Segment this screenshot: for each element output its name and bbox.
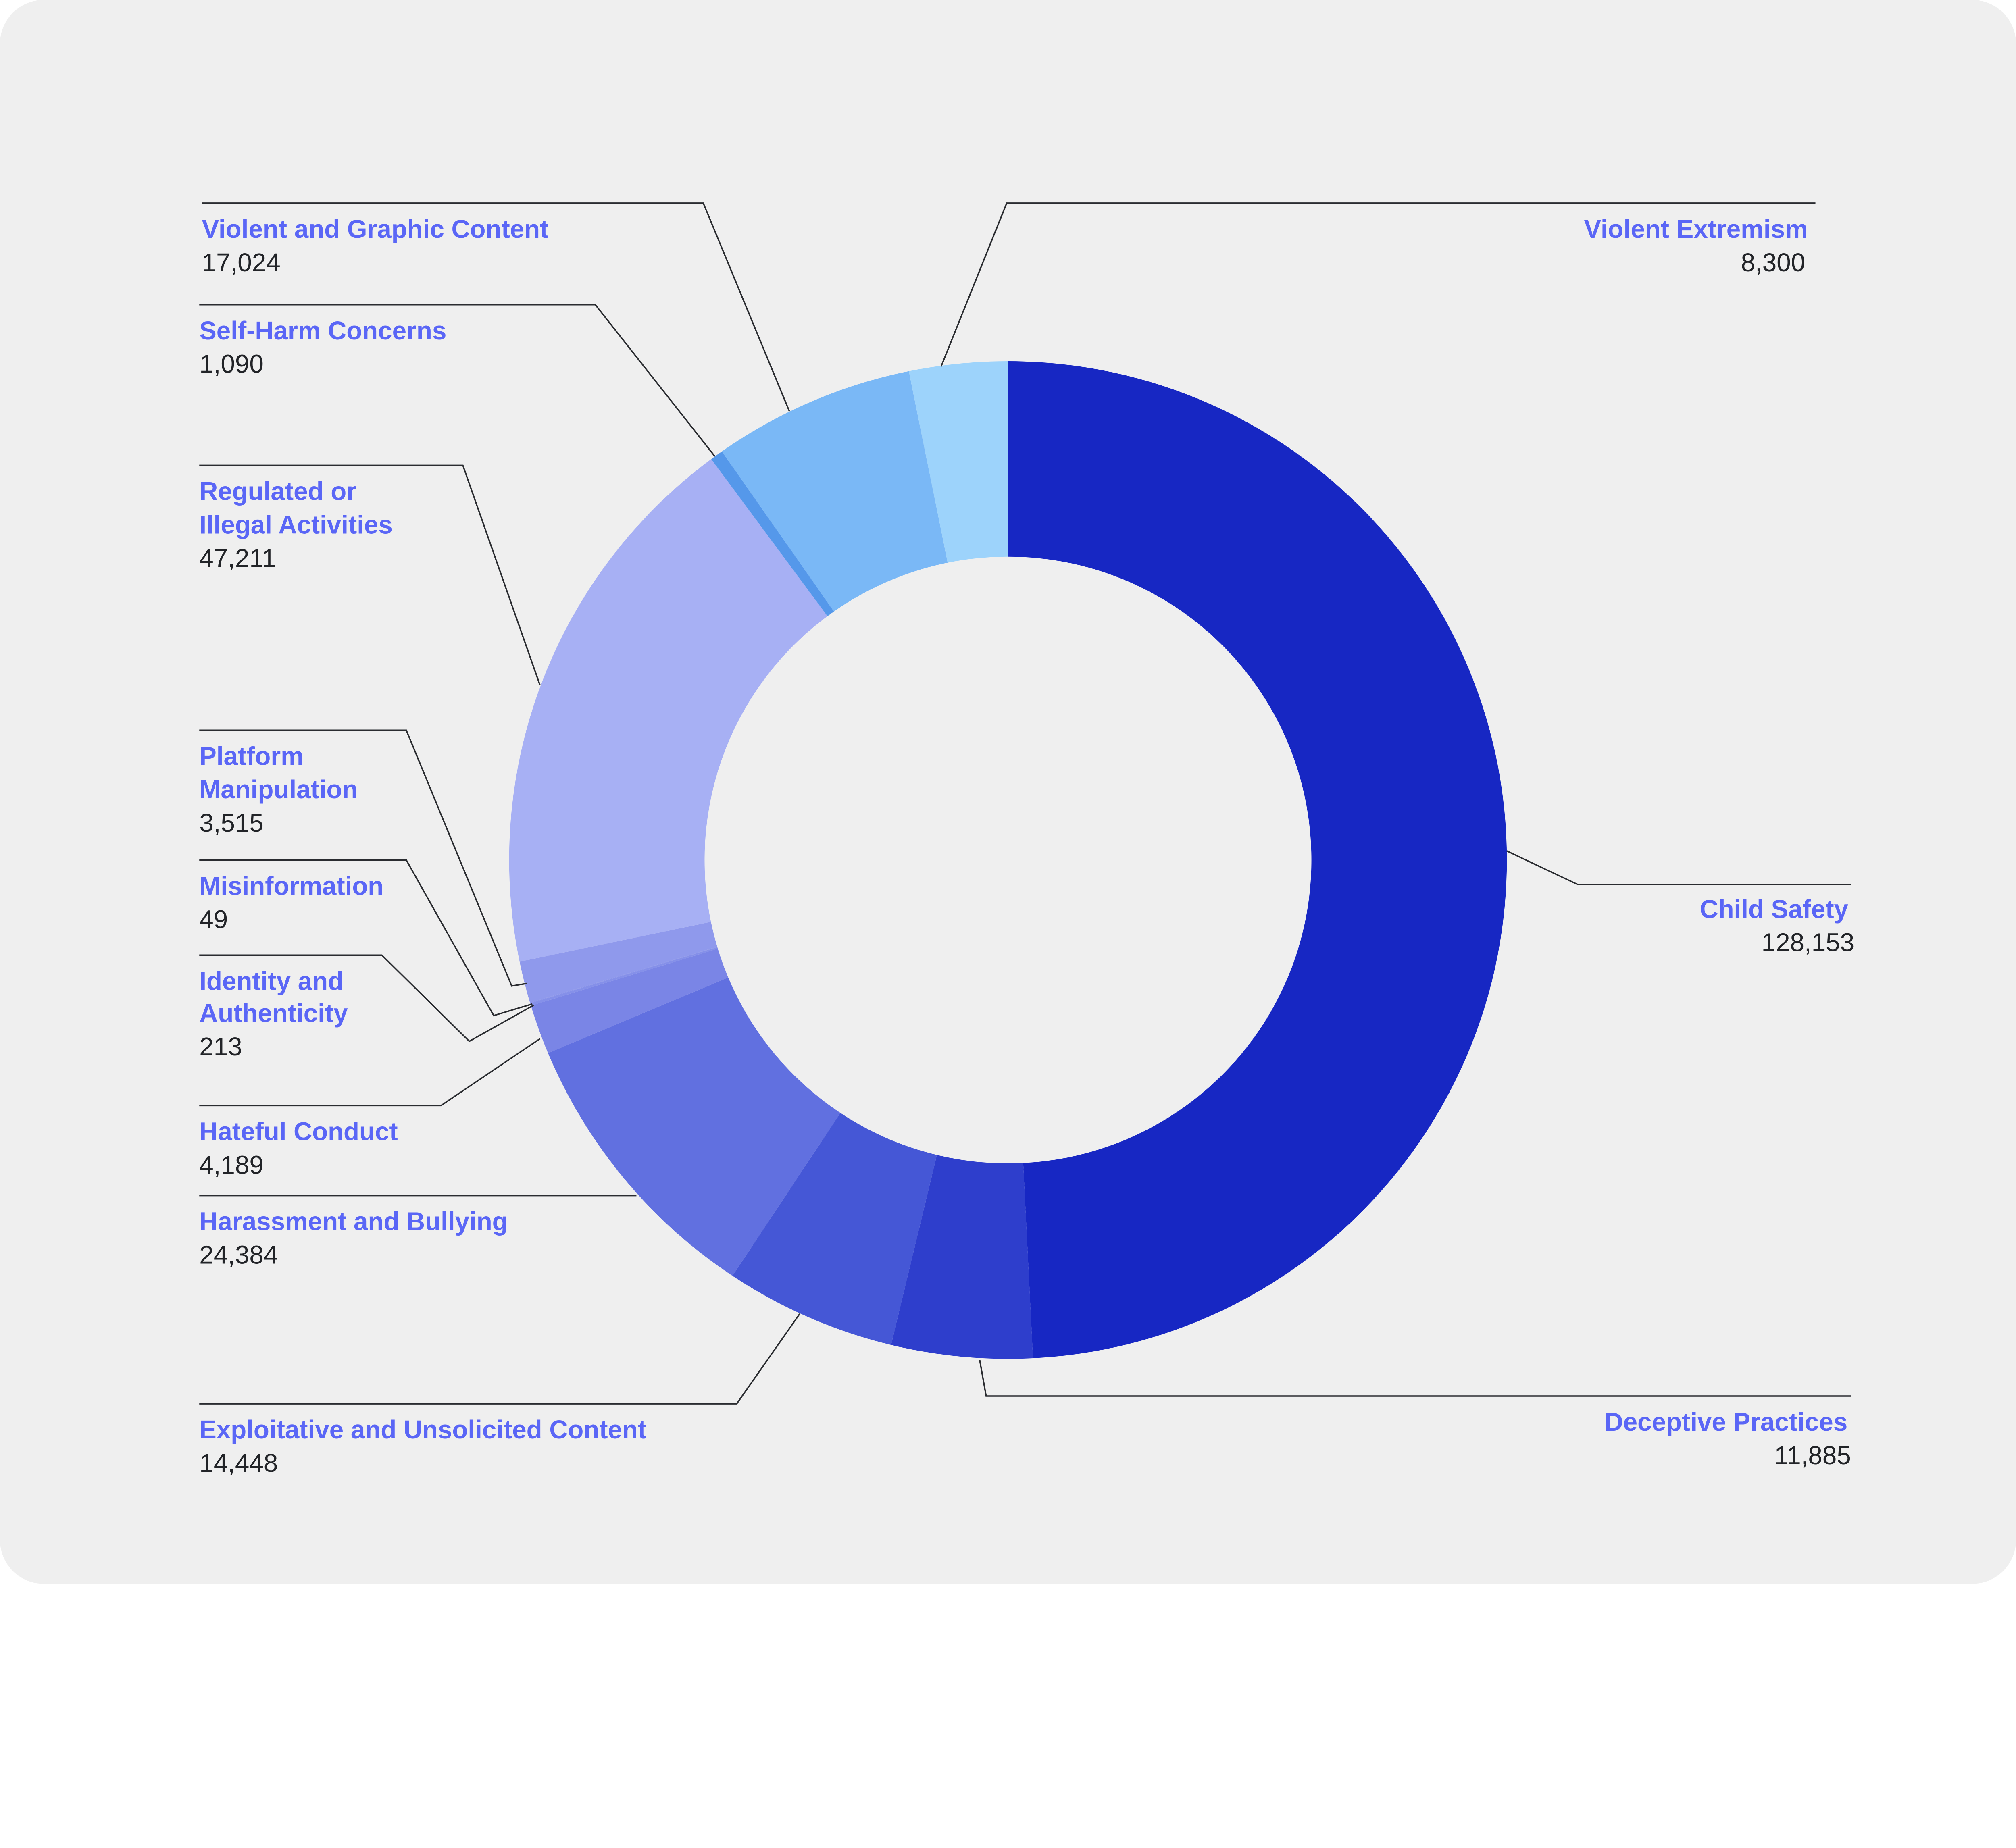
slice-label: Manipulation — [199, 775, 358, 804]
slice-identity-and-authenticity — [530, 947, 718, 1006]
label-exploitative: Exploitative and Unsolicited Content 14,… — [199, 1415, 646, 1478]
slice-value: 49 — [199, 905, 228, 934]
slice-label: Deceptive Practices — [1605, 1407, 1848, 1436]
slice-value: 3,515 — [199, 808, 264, 837]
slice-value: 4,189 — [199, 1150, 264, 1179]
leader-line-regulated — [199, 464, 541, 686]
slice-value: 213 — [199, 1032, 242, 1061]
donut-slices — [509, 361, 1507, 1359]
leader-line-deceptive-practices — [979, 1360, 1851, 1397]
leader-line-identity — [199, 954, 534, 1043]
slice-value: 8,300 — [1741, 248, 1806, 277]
slice-hateful-conduct — [531, 949, 729, 1053]
slice-label: Misinformation — [199, 871, 383, 900]
label-regulated: Regulated or Illegal Activities 47,211 — [199, 477, 393, 572]
slice-label: Exploitative and Unsolicited Content — [199, 1415, 646, 1444]
slice-label: Illegal Activities — [199, 510, 393, 539]
leader-line-violent-extremism — [940, 202, 1816, 367]
leader-line-misinformation — [199, 859, 533, 1017]
slice-violent-extremism — [908, 361, 1008, 563]
slice-misinformation — [530, 947, 718, 1003]
slice-value: 47,211 — [199, 543, 276, 572]
slice-label: Self-Harm Concerns — [199, 316, 446, 345]
slice-child-safety — [1008, 361, 1507, 1358]
slice-value: 11,885 — [1774, 1441, 1851, 1470]
leader-line-violent-graphic — [202, 202, 790, 412]
slice-label: Identity and — [199, 966, 344, 995]
leader-line-child-safety — [1506, 850, 1851, 885]
slice-harassment-and-bullying — [548, 977, 841, 1276]
slice-value: 17,024 — [202, 248, 281, 277]
label-child-safety: Child Safety 128,153 — [1700, 895, 1855, 957]
slice-value: 1,090 — [199, 350, 264, 379]
slice-label: Violent and Graphic Content — [202, 214, 549, 243]
chart-background — [0, 0, 2016, 1584]
leader-line-platform-manipulation — [199, 729, 527, 987]
slice-regulated-or-illegal-activities — [509, 459, 828, 962]
slice-label: Authenticity — [199, 999, 348, 1028]
label-deceptive-practices: Deceptive Practices 11,885 — [1605, 1407, 1851, 1470]
slice-exploitative-and-unsolicited-content — [732, 1113, 937, 1345]
label-violent-extremism: Violent Extremism 8,300 — [1584, 214, 1808, 277]
slice-label: Violent Extremism — [1584, 214, 1808, 243]
leader-line-hateful-conduct — [199, 1038, 541, 1107]
label-identity: Identity and Authenticity 213 — [199, 966, 348, 1061]
slice-label: Platform — [199, 741, 304, 770]
slice-value: 128,153 — [1762, 928, 1855, 957]
label-hateful-conduct: Hateful Conduct 4,189 — [199, 1117, 398, 1179]
label-violent-graphic: Violent and Graphic Content 17,024 — [202, 214, 549, 277]
slice-label: Hateful Conduct — [199, 1117, 398, 1146]
slice-deceptive-practices — [891, 1155, 1033, 1359]
slice-label: Regulated or — [199, 477, 356, 506]
slice-label: Harassment and Bullying — [199, 1207, 508, 1236]
slice-violent-and-graphic-content — [722, 371, 948, 612]
label-platform-manipulation: Platform Manipulation 3,515 — [199, 741, 358, 837]
slice-platform-manipulation — [519, 922, 717, 1003]
label-harassment: Harassment and Bullying 24,384 — [199, 1207, 508, 1269]
label-self-harm: Self-Harm Concerns 1,090 — [199, 316, 446, 379]
slice-value: 24,384 — [199, 1240, 278, 1269]
slice-value: 14,448 — [199, 1448, 278, 1478]
label-misinformation: Misinformation 49 — [199, 871, 383, 934]
leader-lines — [199, 202, 1851, 1405]
slice-label: Child Safety — [1700, 895, 1849, 924]
leader-line-self-harm — [199, 304, 716, 457]
slice-self-harm-concerns — [711, 451, 834, 616]
leader-line-exploitative — [199, 1313, 800, 1405]
